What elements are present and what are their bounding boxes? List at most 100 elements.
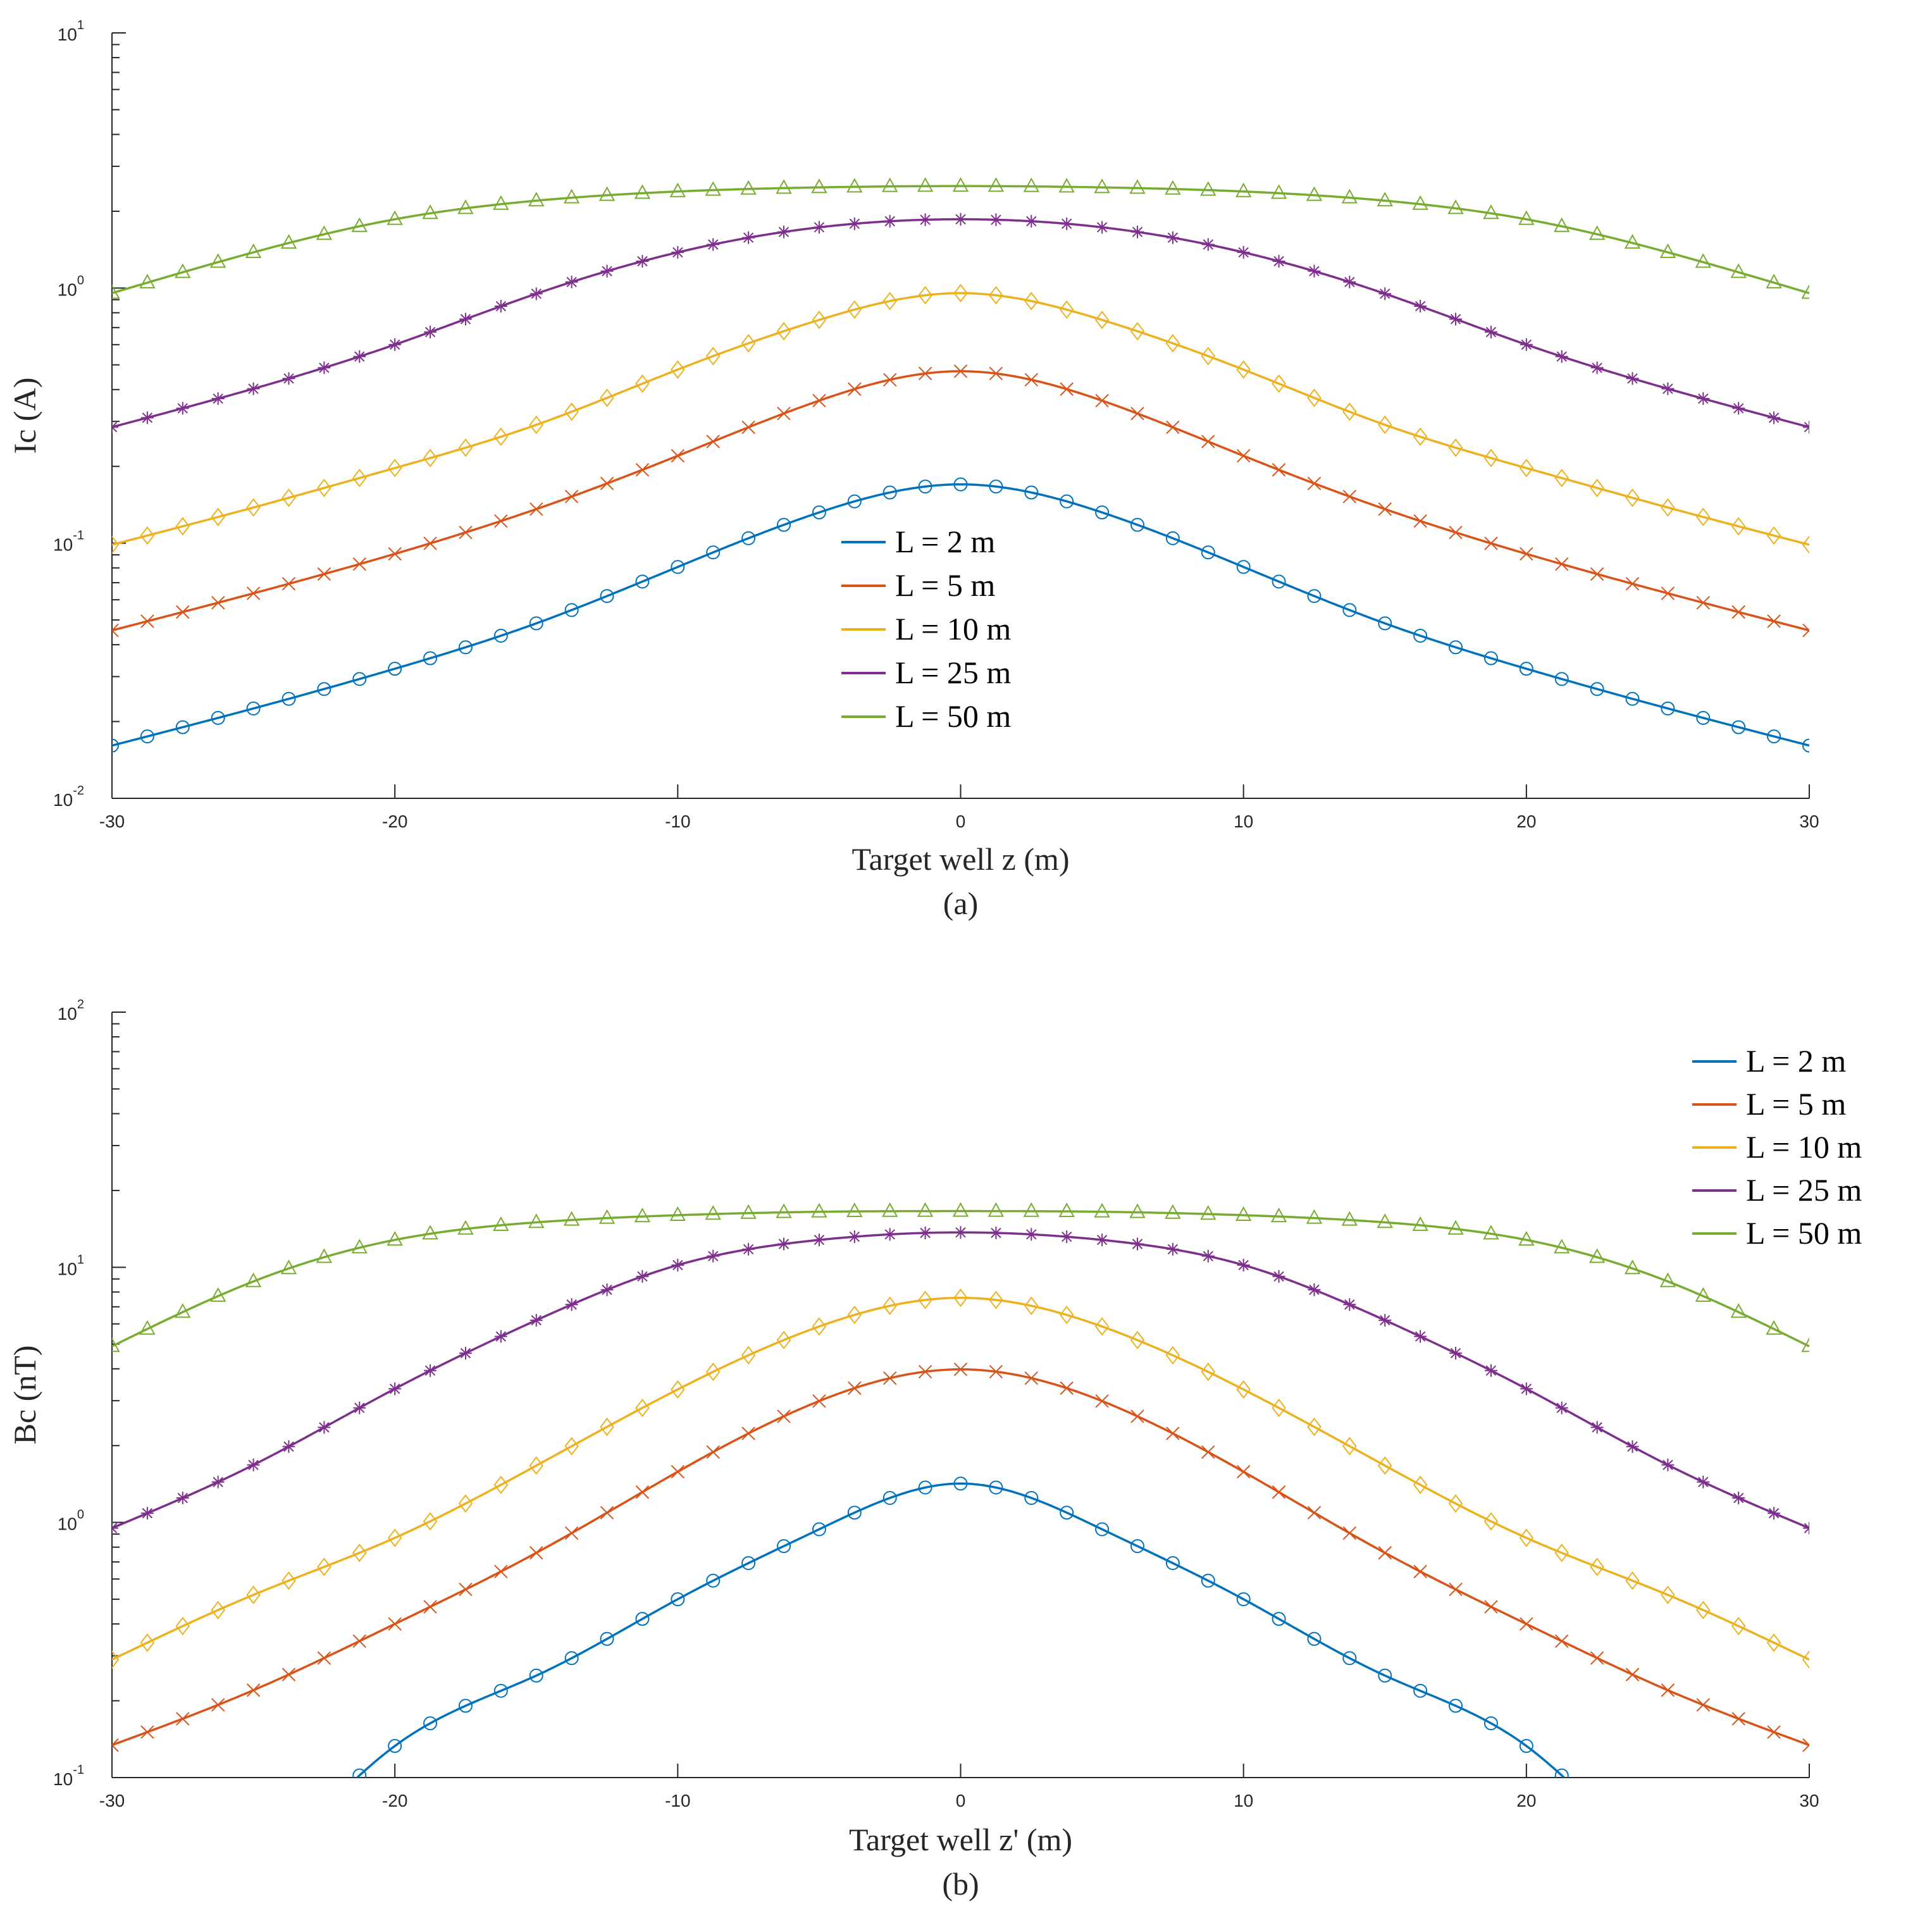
data-point-marker <box>1272 1270 1285 1283</box>
data-point-marker <box>1731 720 1746 734</box>
data-point-marker <box>1519 459 1534 478</box>
data-point-marker <box>1483 1512 1499 1531</box>
data-point-marker <box>1025 214 1038 228</box>
data-point-marker <box>1661 1683 1675 1697</box>
data-point-marker <box>989 1480 1003 1495</box>
data-point-marker <box>1696 507 1711 526</box>
data-point-marker <box>1625 488 1640 507</box>
data-point-marker <box>1058 1202 1075 1218</box>
y-axis-label: Ic (A) <box>7 378 42 454</box>
data-point-marker <box>1519 1739 1533 1754</box>
data-point-marker <box>777 225 791 238</box>
data-point-marker <box>812 1234 826 1247</box>
data-point-marker <box>1166 420 1180 435</box>
data-point-marker <box>1378 1546 1392 1560</box>
data-point-marker <box>1695 253 1712 268</box>
data-point-marker <box>882 1296 897 1315</box>
data-point-marker <box>740 180 757 195</box>
data-point-marker <box>352 672 367 686</box>
data-point-marker <box>422 1225 438 1240</box>
data-point-marker <box>669 1206 686 1221</box>
data-point-marker <box>707 1249 720 1263</box>
data-point-marker <box>1378 502 1392 516</box>
data-point-marker <box>112 623 119 638</box>
data-point-marker <box>1060 1381 1074 1395</box>
data-point-marker <box>812 1394 826 1408</box>
data-point-marker <box>245 243 262 258</box>
data-point-marker <box>812 393 826 408</box>
data-point-marker <box>1624 1259 1641 1275</box>
legend-label: L = 10 m <box>1746 1129 1862 1165</box>
data-point-marker <box>424 1364 437 1377</box>
data-point-marker <box>776 321 791 341</box>
data-point-marker <box>564 490 579 504</box>
data-point-marker <box>811 178 827 194</box>
data-point-marker <box>671 1592 685 1607</box>
data-point-marker <box>1342 1526 1357 1540</box>
data-point-marker <box>1270 184 1287 199</box>
data-point-marker <box>953 477 968 492</box>
data-point-marker <box>1165 180 1181 195</box>
data-point-marker <box>1661 701 1675 715</box>
data-point-marker <box>777 1409 791 1423</box>
data-point-marker <box>635 1612 650 1626</box>
y-axis-label: Bc (nT) <box>7 1346 42 1445</box>
legend-label: L = 50 m <box>895 698 1011 734</box>
data-point-marker <box>423 1600 437 1614</box>
data-point-marker <box>1520 547 1533 561</box>
data-point-marker <box>1165 1556 1180 1571</box>
data-point-marker <box>777 1539 791 1554</box>
x-tick-label: -30 <box>99 1791 125 1810</box>
data-point-marker <box>1625 691 1640 706</box>
data-point-marker <box>1024 373 1038 387</box>
data-point-marker <box>952 177 969 192</box>
x-tick-label: 30 <box>1799 812 1819 831</box>
data-point-marker <box>1235 1206 1252 1221</box>
data-point-marker <box>388 662 402 676</box>
series-line-1 <box>355 1482 1566 1778</box>
data-point-marker <box>1413 427 1428 447</box>
x-tick-label: 0 <box>956 812 966 831</box>
data-point-marker <box>353 350 366 363</box>
data-point-marker <box>564 1526 579 1540</box>
data-point-marker <box>1768 411 1781 424</box>
data-point-marker <box>1483 1225 1499 1240</box>
data-point-marker <box>882 177 898 192</box>
data-point-marker <box>1237 1258 1250 1271</box>
data-point-marker <box>1767 614 1781 628</box>
data-point-marker <box>883 1228 896 1241</box>
data-point-marker <box>1448 438 1463 457</box>
data-point-marker <box>459 312 472 326</box>
data-point-marker <box>112 1738 119 1752</box>
data-point-marker <box>529 287 543 300</box>
legend-label: L = 50 m <box>1746 1215 1862 1251</box>
data-point-marker <box>634 184 651 199</box>
data-point-marker <box>246 498 261 517</box>
legend-item: L = 2 m <box>841 524 995 559</box>
data-point-marker <box>671 245 684 259</box>
data-point-marker <box>1696 710 1711 725</box>
data-point-marker <box>919 1226 932 1239</box>
data-point-marker <box>741 1426 755 1440</box>
series-line-1 <box>112 483 1809 747</box>
legend-label: L = 10 m <box>895 611 1011 647</box>
data-point-marker <box>353 1401 366 1414</box>
data-point-marker <box>1731 1712 1745 1726</box>
data-point-marker <box>459 525 473 540</box>
data-point-marker <box>1554 217 1570 232</box>
data-point-marker <box>175 1616 190 1636</box>
data-point-marker <box>140 1725 154 1739</box>
data-point-marker <box>918 1290 932 1309</box>
data-point-marker <box>176 1492 189 1505</box>
data-point-marker <box>1624 234 1641 249</box>
data-point-marker <box>1447 199 1464 214</box>
data-point-marker <box>1801 1337 1809 1352</box>
legend-item: L = 25 m <box>841 655 1011 690</box>
data-point-marker <box>422 204 438 220</box>
data-point-marker <box>600 476 614 490</box>
data-point-marker <box>458 1494 473 1513</box>
data-point-marker <box>669 182 686 197</box>
data-point-marker <box>1766 1633 1781 1652</box>
series-line-5 <box>112 185 1809 295</box>
data-point-marker <box>953 1288 968 1308</box>
